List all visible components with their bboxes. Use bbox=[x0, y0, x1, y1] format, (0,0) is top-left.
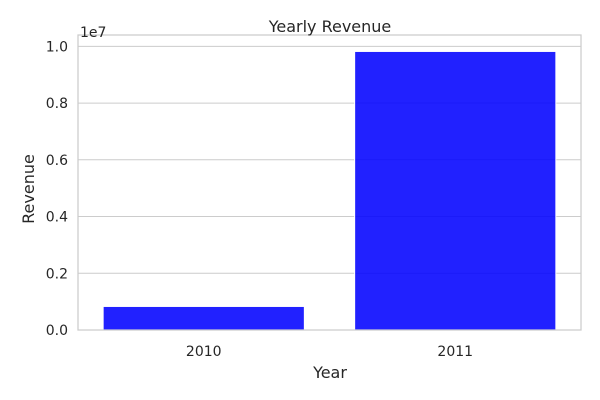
y-axis-offset-label: 1e7 bbox=[80, 25, 106, 41]
y-tick-label: 0.0 bbox=[46, 323, 68, 339]
x-tick-label: 2010 bbox=[186, 344, 222, 360]
y-tick-label: 1.0 bbox=[46, 39, 68, 55]
bar-2011 bbox=[354, 50, 557, 331]
axis-layer: 0.0 0.2 0.4 0.6 0.8 1.0 2010 2011 bbox=[46, 34, 582, 360]
y-tick-label: 0.8 bbox=[46, 96, 68, 112]
plot-frame bbox=[77, 34, 582, 331]
y-tick-label: 0.6 bbox=[46, 153, 68, 169]
y-tick-label: 0.4 bbox=[46, 210, 68, 226]
y-axis-title: Revenue bbox=[19, 154, 38, 224]
chart-title: Yearly Revenue bbox=[268, 17, 392, 36]
bar-2010 bbox=[102, 305, 305, 331]
x-axis-title: Year bbox=[312, 363, 347, 382]
x-tick-label: 2011 bbox=[437, 344, 473, 360]
bar-layer bbox=[102, 50, 557, 331]
y-tick-label: 0.2 bbox=[46, 266, 68, 282]
